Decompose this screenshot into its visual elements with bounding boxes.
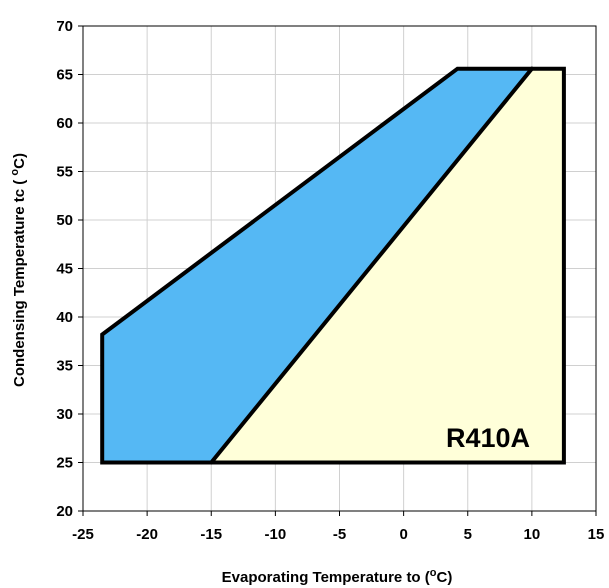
region-1 xyxy=(102,68,532,463)
x-tick-label: 5 xyxy=(464,526,472,543)
region-divider xyxy=(209,66,534,465)
refrigerant-label: R410A xyxy=(446,423,530,453)
y-tick-label: 40 xyxy=(56,309,73,326)
y-tick-label: 45 xyxy=(56,261,73,278)
envelope-outline xyxy=(100,66,566,465)
x-tick-label: 0 xyxy=(399,526,407,543)
y-tick-label: 25 xyxy=(56,455,73,472)
y-tick-label: 30 xyxy=(56,406,73,423)
y-tick-label: 55 xyxy=(56,164,73,181)
y-tick-label: 65 xyxy=(56,67,73,84)
y-tick-label: 70 xyxy=(56,18,73,35)
y-tick-label: 50 xyxy=(56,212,73,229)
x-tick-label: 15 xyxy=(588,526,605,543)
y-tick-label: 35 xyxy=(56,358,73,375)
envelope-areas xyxy=(100,66,566,465)
x-tick-label: -25 xyxy=(72,526,94,543)
y-tick-label: 60 xyxy=(56,115,73,132)
x-tick-label: -20 xyxy=(136,526,158,543)
x-tick-label: -5 xyxy=(333,526,346,543)
plot-frame xyxy=(82,25,597,512)
region-0 xyxy=(211,68,564,463)
x-tick-label: -15 xyxy=(200,526,222,543)
y-tick-label: 20 xyxy=(56,503,73,520)
x-axis-title: Evaporating Temperature to (oC) xyxy=(222,567,453,586)
y-tick-labels: 20 25 30 35 40 45 50 55 60 65 70 xyxy=(56,18,73,520)
x-tick-labels: -25 -20 -15 -10 -5 0 5 10 15 xyxy=(72,526,604,543)
y-axis-title: Condensing Temperature tc ( oC) xyxy=(9,153,28,387)
x-tick-label: -10 xyxy=(265,526,287,543)
x-tick-label: 10 xyxy=(524,526,541,543)
